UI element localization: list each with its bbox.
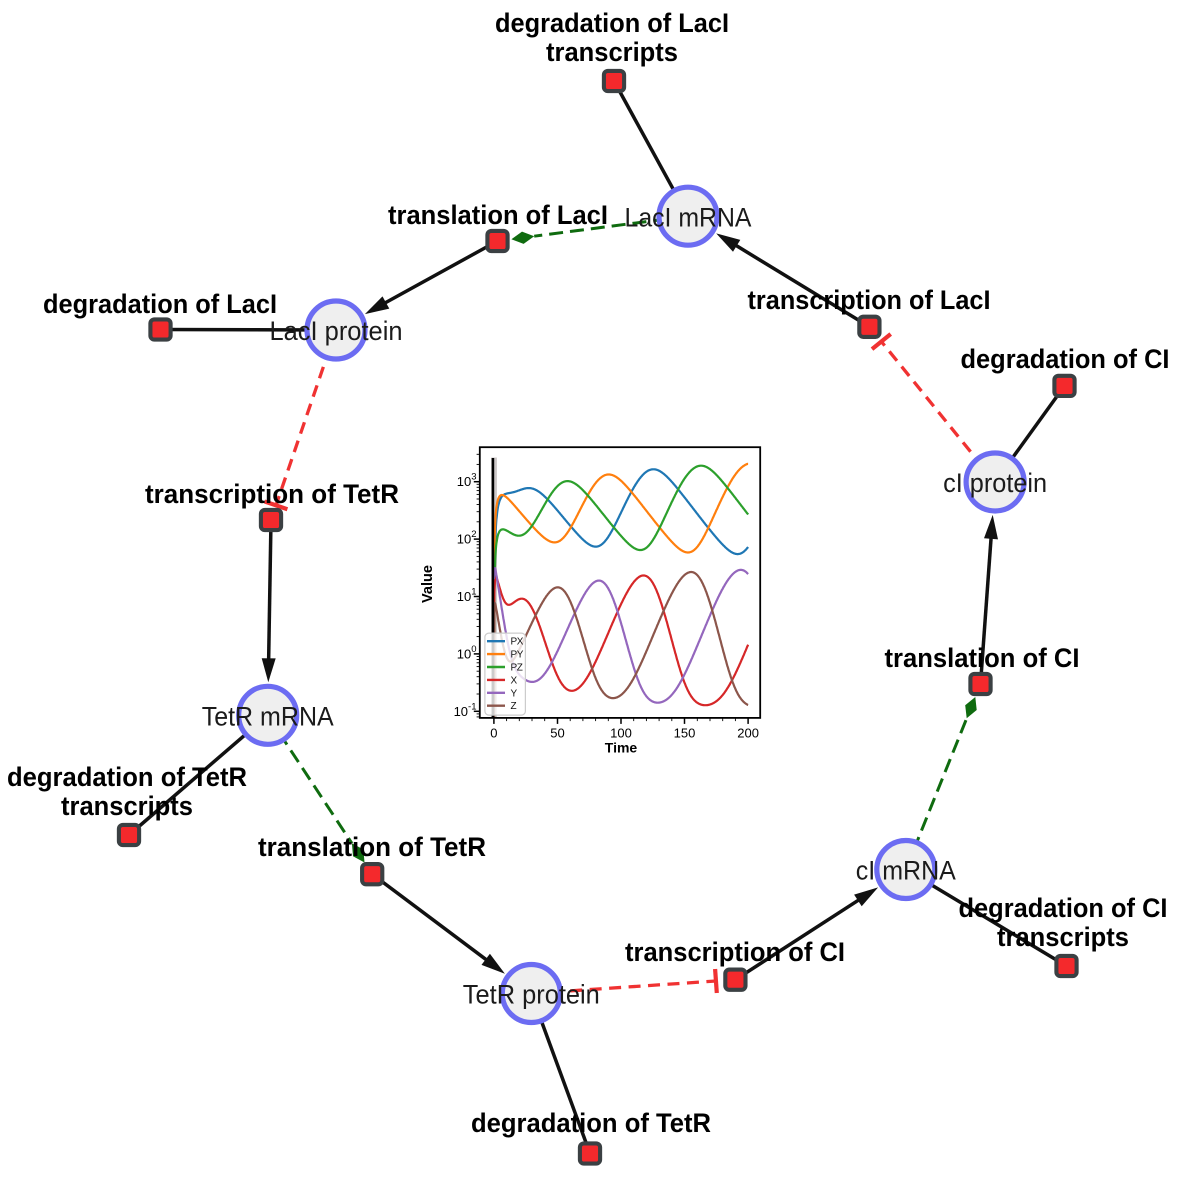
svg-text:cI protein: cI protein <box>943 468 1047 498</box>
svg-text:PX: PX <box>511 637 524 648</box>
svg-text:TetR mRNA: TetR mRNA <box>202 702 334 732</box>
svg-text:LacI mRNA: LacI mRNA <box>625 202 752 232</box>
svg-text:transcripts: transcripts <box>546 37 678 67</box>
svg-text:translation of TetR: translation of TetR <box>258 832 486 862</box>
svg-text:X: X <box>511 675 518 686</box>
svg-text:LacI protein: LacI protein <box>270 316 403 346</box>
svg-text:translation of CI: translation of CI <box>885 643 1080 673</box>
svg-text:transcription of LacI: transcription of LacI <box>748 285 991 315</box>
svg-text:100: 100 <box>610 725 632 740</box>
svg-text:50: 50 <box>550 725 564 740</box>
svg-text:Time: Time <box>605 740 638 756</box>
svg-text:degradation of LacI: degradation of LacI <box>43 289 277 319</box>
svg-text:transcription of CI: transcription of CI <box>625 937 845 967</box>
svg-text:150: 150 <box>674 725 696 740</box>
svg-text:200: 200 <box>737 725 759 740</box>
svg-text:0: 0 <box>490 725 497 740</box>
svg-text:transcription of TetR: transcription of TetR <box>145 479 399 509</box>
svg-text:cI mRNA: cI mRNA <box>856 856 956 886</box>
svg-text:degradation of TetR: degradation of TetR <box>471 1108 711 1138</box>
svg-text:PY: PY <box>511 650 524 661</box>
svg-text:PZ: PZ <box>511 663 523 674</box>
svg-text:transcripts: transcripts <box>997 922 1129 952</box>
svg-text:TetR protein: TetR protein <box>463 980 600 1010</box>
svg-text:Value: Value <box>420 565 436 603</box>
svg-text:Z: Z <box>511 701 517 712</box>
svg-text:degradation of CI: degradation of CI <box>959 893 1168 923</box>
svg-text:Y: Y <box>511 688 518 699</box>
svg-text:transcripts: transcripts <box>61 791 193 821</box>
svg-text:degradation of TetR: degradation of TetR <box>7 762 247 792</box>
svg-text:degradation of LacI: degradation of LacI <box>495 8 729 38</box>
svg-text:degradation of CI: degradation of CI <box>961 344 1170 374</box>
svg-text:translation of LacI: translation of LacI <box>388 200 608 230</box>
